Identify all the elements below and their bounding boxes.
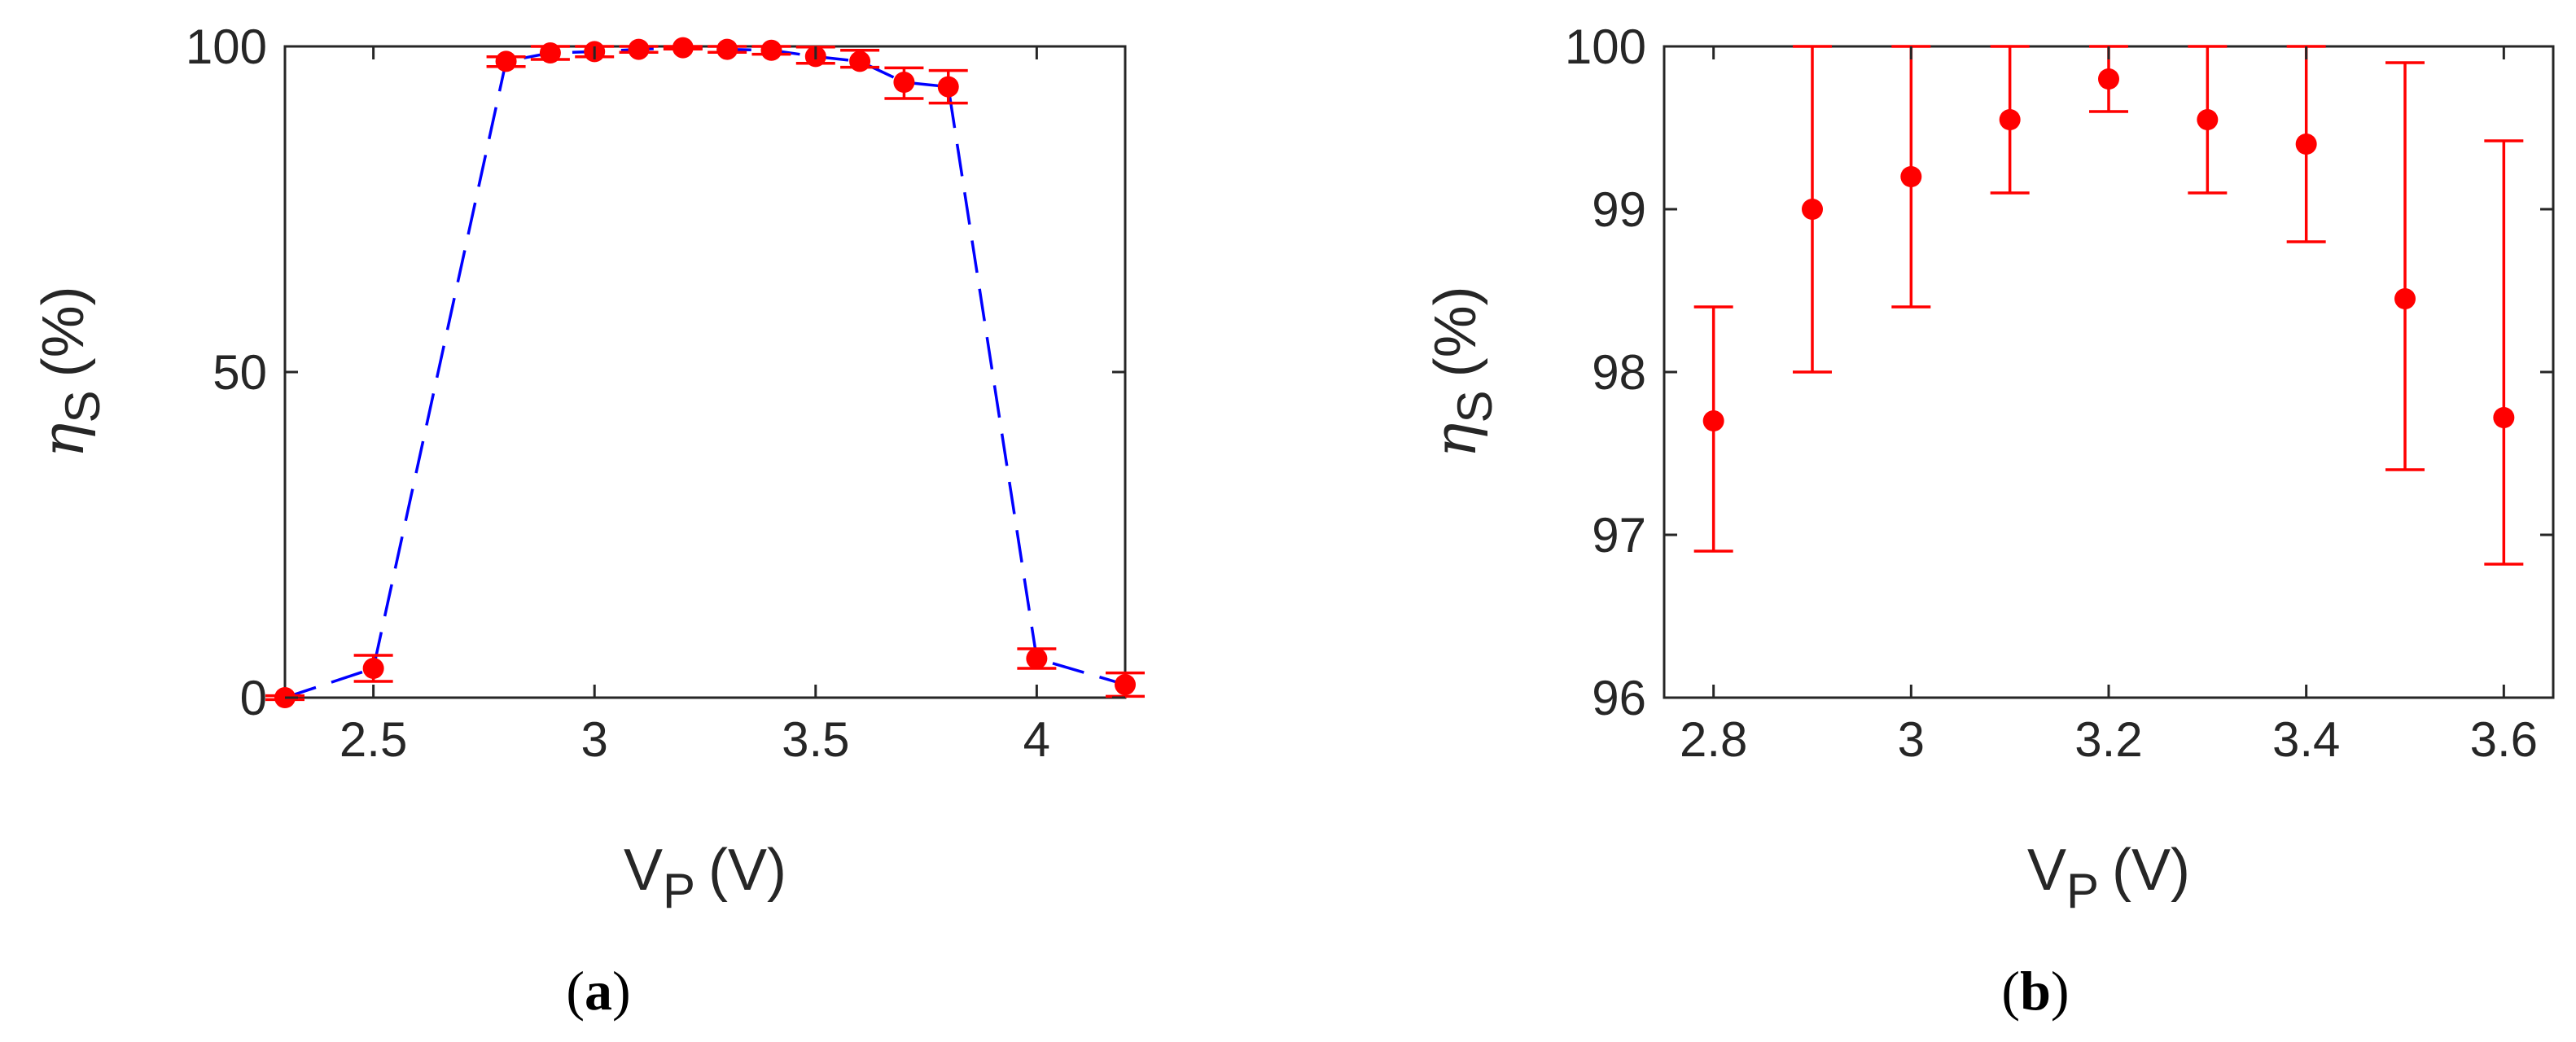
data-point [716, 38, 738, 60]
data-point [937, 76, 959, 98]
x-axis-label-a: VP (V) [624, 838, 786, 918]
y-tick-label: 98 [1592, 345, 1646, 400]
data-point [2197, 109, 2219, 130]
chart-panel-b: 2.8 3 3.2 3.4 3.6 96 97 98 99 100 VP (V) ηS(%) (b… [1421, 20, 2555, 1022]
y-tick-label: 100 [1565, 20, 1646, 74]
x-tick-label: 3.5 [782, 712, 849, 767]
data-marks-b [1693, 45, 2524, 566]
data-point [2493, 407, 2515, 428]
data-point [628, 38, 650, 60]
x-ticks-b: 2.8 3 3.2 3.4 3.6 [1680, 46, 2538, 767]
x-tick-label: 3.2 [2074, 712, 2142, 767]
data-point [539, 42, 561, 63]
data-point [1802, 199, 1823, 220]
data-point [1115, 674, 1136, 695]
data-marks-a [265, 37, 1145, 708]
panel-label-a: (a) [566, 960, 630, 1022]
y-axis-label-b: ηS(%) [1421, 286, 1502, 458]
data-point [849, 50, 871, 72]
x-tick-label: 3.4 [2272, 712, 2340, 767]
panel-label-b: (b) [2001, 960, 2069, 1022]
data-point [1999, 109, 2021, 130]
plot-area-a: 2.5 3 3.5 4 0 50 100 [186, 20, 1145, 767]
data-point [1900, 166, 1922, 187]
data-point [1026, 648, 1048, 669]
y-tick-label: 50 [212, 345, 267, 400]
data-point [2394, 288, 2416, 309]
y-tick-label: 0 [240, 671, 267, 725]
x-tick-label: 2.5 [340, 712, 407, 767]
data-point [2295, 134, 2317, 155]
x-tick-label: 2.8 [1680, 712, 1747, 767]
x-tick-label: 3 [581, 712, 608, 767]
data-point [672, 37, 694, 59]
y-tick-label: 100 [186, 20, 267, 74]
x-tick-label: 3.6 [2470, 712, 2538, 767]
x-ticks-a: 2.5 3 3.5 4 [340, 46, 1050, 767]
x-tick-label: 4 [1023, 712, 1050, 767]
data-point [1702, 410, 1724, 431]
data-point [893, 72, 915, 93]
y-ticks-a: 0 50 100 [186, 20, 1125, 725]
data-point [362, 658, 384, 679]
y-tick-label: 99 [1592, 182, 1646, 237]
data-point [495, 50, 517, 72]
y-ticks-b: 96 97 98 99 100 [1565, 20, 2553, 725]
y-tick-label: 97 [1592, 508, 1646, 563]
data-point [2098, 68, 2119, 90]
x-axis-label-b: VP (V) [2027, 838, 2190, 918]
data-point [760, 39, 782, 61]
y-tick-label: 96 [1592, 671, 1646, 725]
x-tick-label: 3 [1898, 712, 1925, 767]
y-axis-label-a: ηS(%) [28, 286, 110, 458]
chart-panel-a: 2.5 3 3.5 4 0 50 100 VP (V) ηS(%) (a) [28, 20, 1145, 1022]
plot-area-b: 2.8 3 3.2 3.4 3.6 96 97 98 99 100 [1565, 20, 2555, 767]
